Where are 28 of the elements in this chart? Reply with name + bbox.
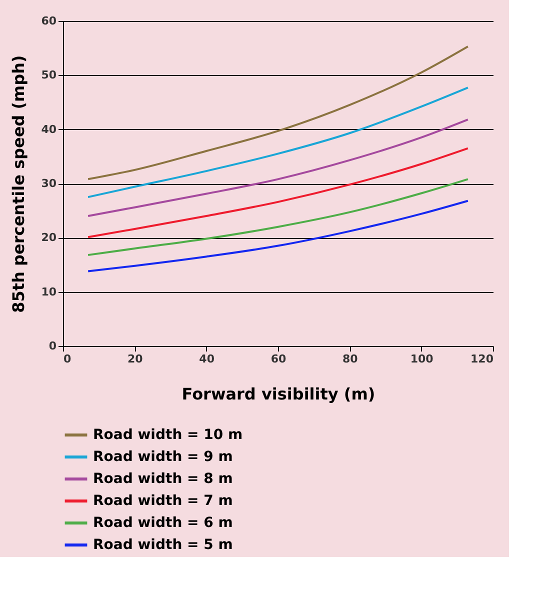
line-series <box>87 200 469 272</box>
legend-label: Road width = 7 m <box>93 493 233 509</box>
line-series <box>87 118 469 217</box>
legend-label: Road width = 5 m <box>93 537 233 553</box>
legend-label: Road width = 6 m <box>93 515 233 531</box>
line-series <box>87 178 469 256</box>
y-tick-label: 20 <box>41 231 57 244</box>
x-axis-title: Forward visibility (m) <box>182 384 376 404</box>
legend-label: Road width = 8 m <box>93 471 233 487</box>
x-tick-label: 100 <box>410 352 434 366</box>
line-series <box>87 86 469 198</box>
x-tick-label: 0 <box>64 352 72 366</box>
y-tick-label: 0 <box>48 340 57 352</box>
y-tick-label: 60 <box>41 14 57 28</box>
x-tick-label: 80 <box>342 352 358 366</box>
x-tick-label: 60 <box>270 352 286 366</box>
y-tick-label: 40 <box>41 122 57 136</box>
y-tick-label: 30 <box>41 177 57 190</box>
legend-label: Road width = 9 m <box>93 449 233 465</box>
line-series <box>87 147 469 238</box>
line-series <box>87 45 469 180</box>
y-tick-label: 50 <box>41 68 57 82</box>
x-tick-label: 40 <box>199 352 215 366</box>
x-tick-label: 120 <box>470 352 494 366</box>
y-tick-label: 10 <box>41 285 57 298</box>
x-tick-label: 20 <box>128 352 144 366</box>
legend-label: Road width = 10 m <box>93 427 243 443</box>
y-axis-title: 85th percentile speed (mph) <box>9 55 28 313</box>
